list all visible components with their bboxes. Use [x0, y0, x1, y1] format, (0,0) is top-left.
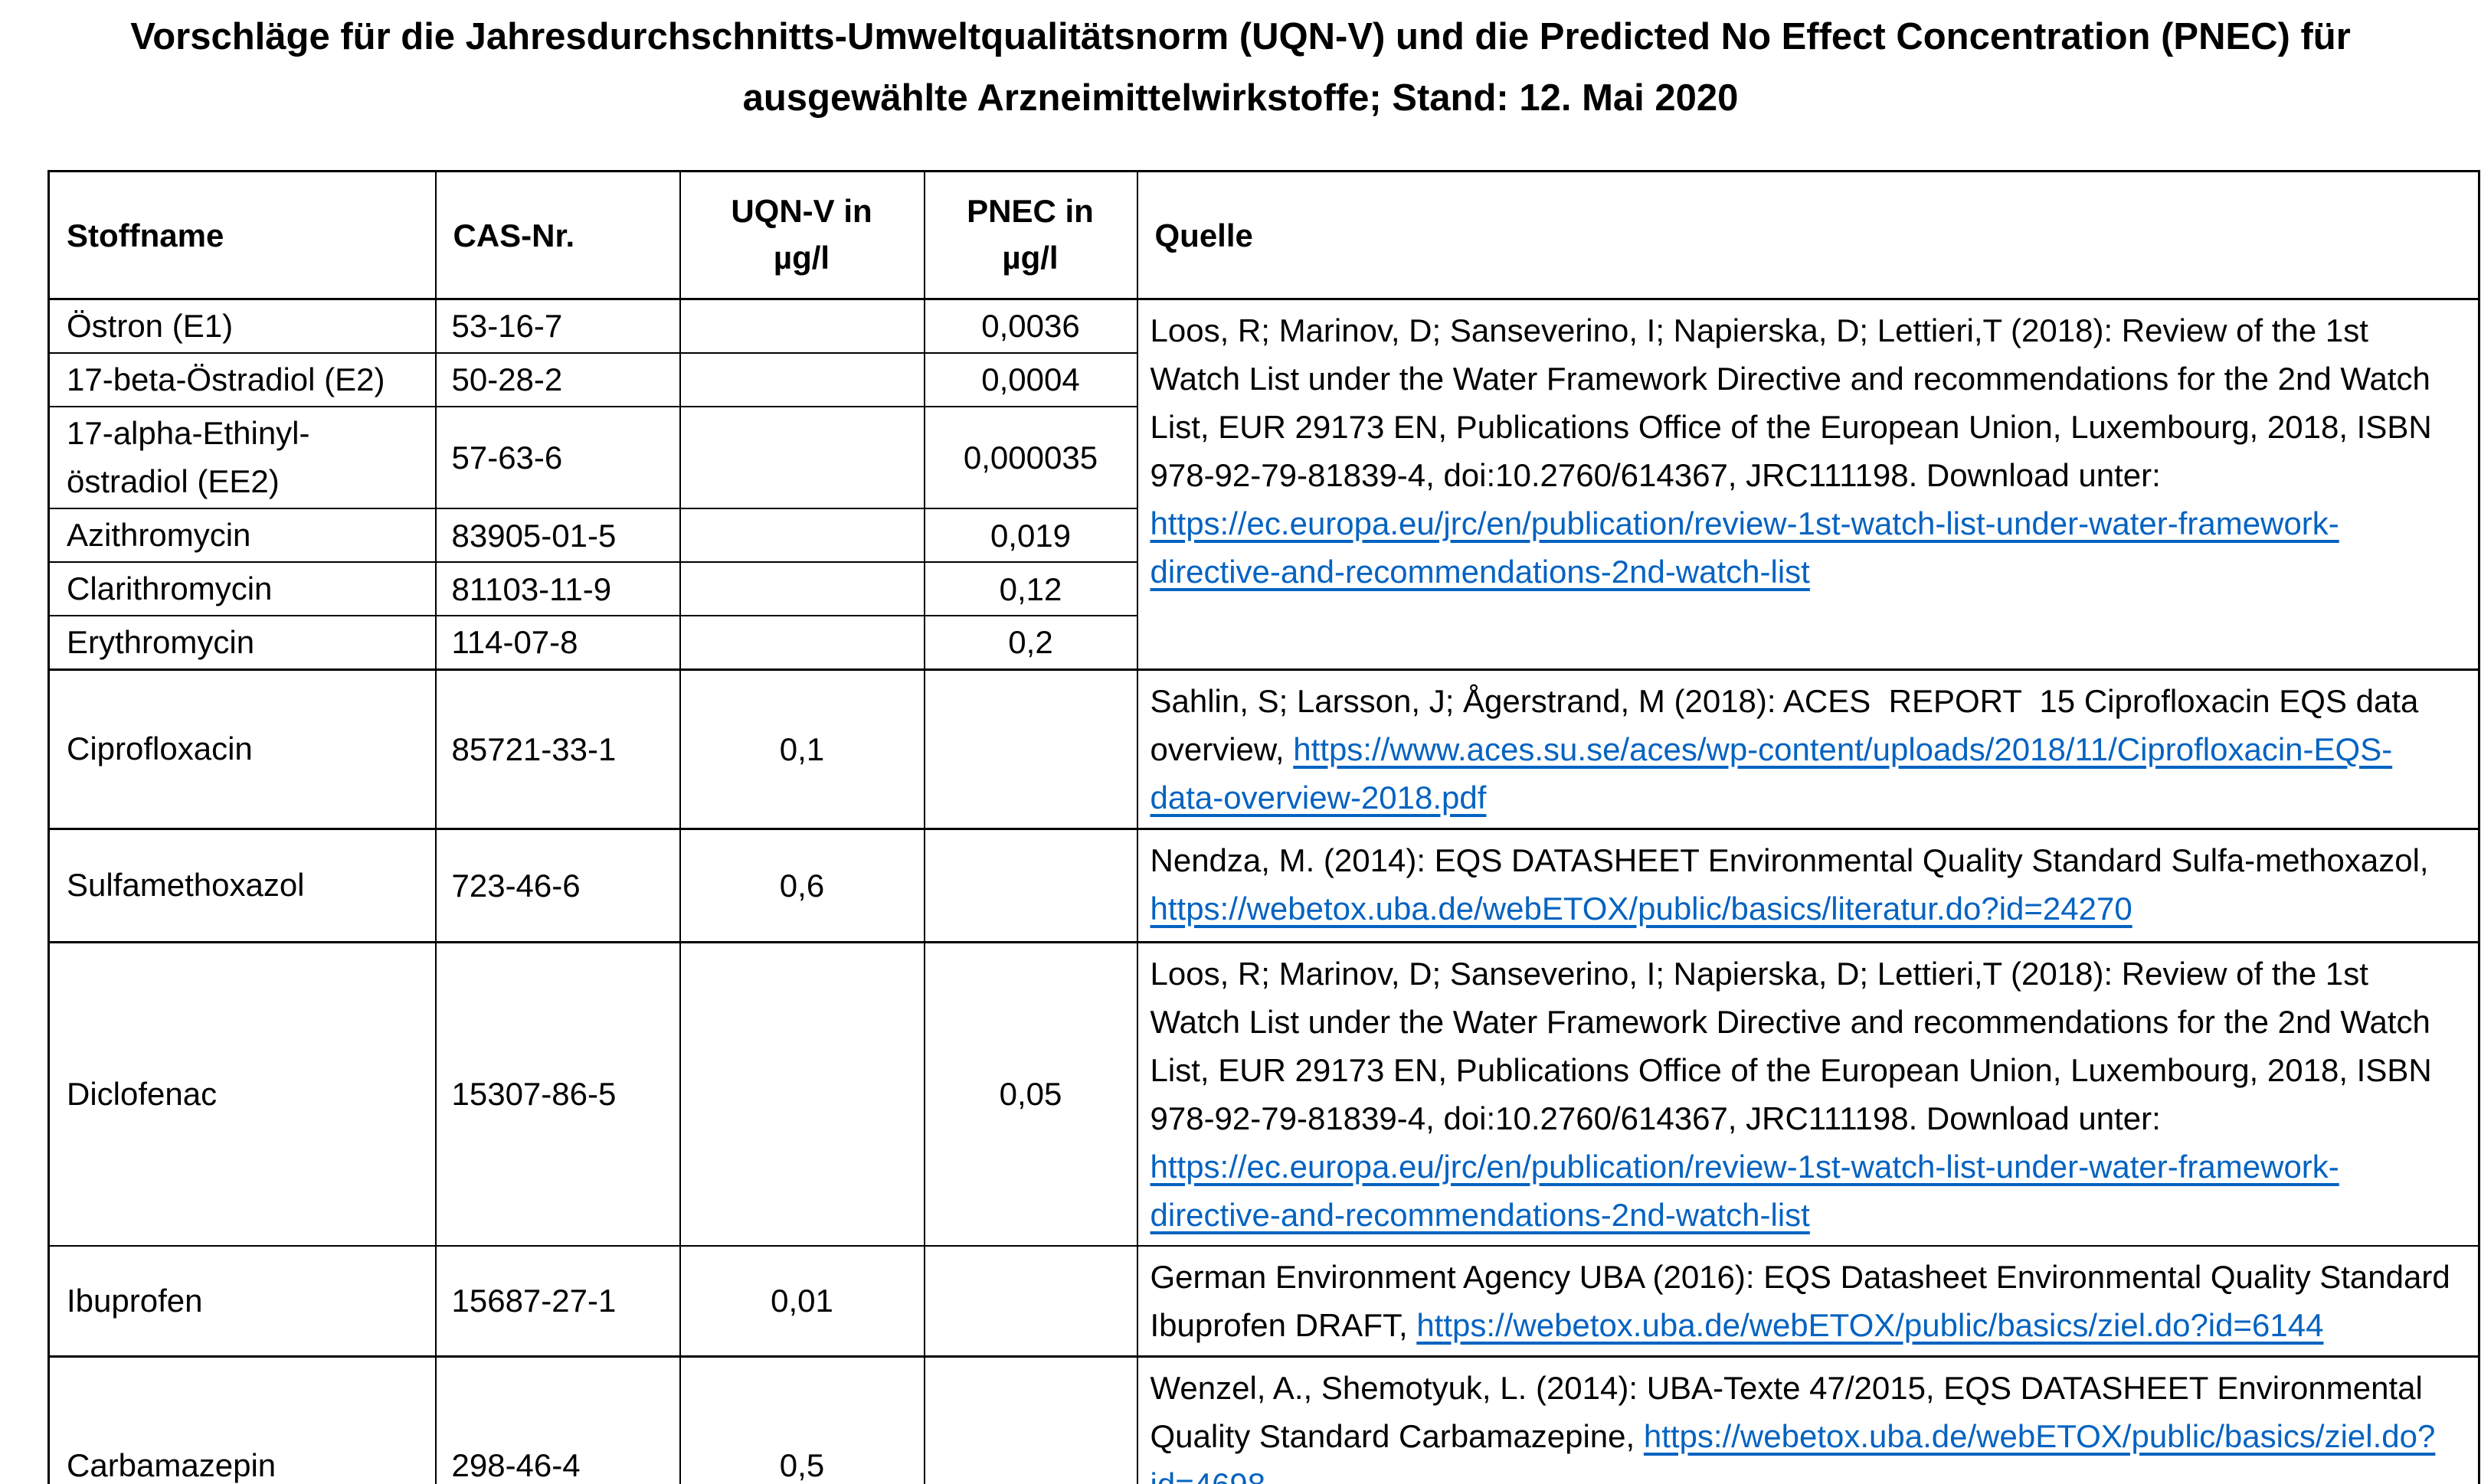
cell-stoffname: 17-alpha-Ethinyl-östradiol (EE2)	[47, 405, 437, 510]
cell-pnec: 0,2	[923, 614, 1138, 671]
cell-stoffname: Sulfamethoxazol	[47, 827, 437, 943]
cell-uqn-v: 0,6	[679, 827, 925, 943]
quelle-text: Wenzel, A., Shemotyuk, L. (2014): UBA-Te…	[1150, 1369, 2432, 1454]
cell-cas-nr: 57-63-6	[434, 405, 681, 510]
quelle-text: Loos, R; Marinov, D; Sanseverino, I; Nap…	[1150, 312, 2441, 493]
cell-uqn-v	[679, 614, 925, 671]
quelle-link[interactable]: https://ec.europa.eu/jrc/en/publication/…	[1150, 505, 2339, 590]
cell-cas-nr: 723-46-6	[434, 827, 681, 943]
cell-stoffname: Ibuprofen	[47, 1244, 437, 1358]
cell-cas-nr: 15687-27-1	[434, 1244, 681, 1358]
cell-stoffname: Azithromycin	[47, 508, 437, 564]
cell-cas-nr: 53-16-7	[434, 298, 681, 354]
table-row: Östron (E1) 53-16-7 0,0036 Loos, R; Marinov…	[47, 298, 2480, 671]
cell-pnec	[923, 668, 1138, 830]
table-row: Clarithromycin 81103-11-9 0,12	[47, 561, 2479, 616]
cell-pnec: 0,12	[923, 561, 1138, 616]
cell-pnec	[923, 1355, 1138, 1484]
table-row: Ciprofloxacin 85721-33-1 0,1 Sahlin, S; Lar…	[47, 668, 2480, 830]
table-body: Östron (E1) 53-16-7 0,0036 Loos, R; Marinov…	[47, 298, 2480, 1484]
quelle-link[interactable]: https://webetox.uba.de/webETOX/public/ba…	[1150, 890, 2132, 927]
cell-cas-nr: 85721-33-1	[434, 668, 681, 830]
quelle-text: German Environment Agency UBA (2016): EQ…	[1150, 1258, 2460, 1343]
cell-quelle: Sahlin, S; Larsson, J; Ågerstrand, M (20…	[1136, 668, 2480, 830]
cell-quelle: German Environment Agency UBA (2016): EQ…	[1136, 1244, 2480, 1358]
header-uqn-v: UQN-V in µg/l	[679, 170, 925, 300]
cell-pnec: 0,019	[923, 508, 1138, 564]
cell-uqn-v	[679, 561, 925, 616]
cell-uqn-v	[679, 405, 925, 510]
cell-quelle: Loos, R; Marinov, D; Sanseverino, I; Nap…	[1136, 940, 2480, 1247]
quelle-link[interactable]: https://webetox.uba.de/webETOX/public/ba…	[1416, 1306, 2324, 1343]
quelle-link[interactable]: https://webetox.uba.de/webETOX/public/ba…	[1150, 1417, 2436, 1484]
cell-stoffname: Carbamazepin	[47, 1355, 437, 1484]
cell-pnec	[923, 1244, 1138, 1358]
table-row: 17-alpha-Ethinyl-östradiol (EE2) 57-63-6 0…	[47, 405, 2479, 510]
quelle-text: Loos, R; Marinov, D; Sanseverino, I; Nap…	[1150, 955, 2441, 1136]
cell-stoffname: Clarithromycin	[47, 561, 437, 616]
quelle-link[interactable]: https://ec.europa.eu/jrc/en/publication/…	[1150, 1148, 2339, 1233]
cell-uqn-v	[679, 298, 925, 354]
header-cas-nr: CAS-Nr.	[434, 170, 681, 300]
cell-pnec: 0,05	[923, 940, 1138, 1247]
table-row: Azithromycin 83905-01-5 0,019	[47, 508, 2479, 564]
cell-stoffname: Östron (E1)	[47, 298, 437, 354]
cell-uqn-v: 0,01	[679, 1244, 925, 1358]
uqn-pnec-table: Stoffname CAS-Nr. UQN-V in µg/l PNEC in …	[47, 170, 2480, 1484]
table-row: Ibuprofen 15687-27-1 0,01 German Environmen…	[47, 1244, 2480, 1358]
quelle-link[interactable]: https://www.aces.su.se/aces/wp-content/u…	[1150, 731, 2393, 816]
cell-quelle: Loos, R; Marinov, D; Sanseverino, I; Nap…	[1136, 298, 2480, 671]
header-pnec: PNEC in µg/l	[923, 170, 1138, 300]
cell-stoffname: Diclofenac	[47, 940, 437, 1247]
header-stoffname: Stoffname	[47, 170, 437, 300]
cell-uqn-v: 0,1	[679, 668, 925, 830]
header-row: Stoffname CAS-Nr. UQN-V in µg/l PNEC in …	[47, 170, 2480, 300]
cell-cas-nr: 83905-01-5	[434, 508, 681, 564]
table-row: Sulfamethoxazol 723-46-6 0,6 Nendza, M. (20…	[47, 827, 2480, 943]
cell-stoffname: 17-beta-Östradiol (E2)	[47, 351, 437, 407]
table-row: Diclofenac 15307-86-5 0,05 Loos, R; Marinov…	[47, 940, 2480, 1247]
cell-uqn-v	[679, 351, 925, 407]
cell-cas-nr: 298-46-4	[434, 1355, 681, 1484]
table-header: Stoffname CAS-Nr. UQN-V in µg/l PNEC in …	[47, 170, 2480, 300]
table-row: Erythromycin 114-07-8 0,2	[47, 614, 2479, 671]
cell-stoffname: Ciprofloxacin	[47, 668, 437, 830]
cell-uqn-v: 0,5	[679, 1355, 925, 1484]
cell-quelle: Nendza, M. (2014): EQS DATASHEET Environ…	[1136, 827, 2480, 943]
cell-quelle: Wenzel, A., Shemotyuk, L. (2014): UBA-Te…	[1136, 1355, 2480, 1484]
cell-cas-nr: 114-07-8	[434, 614, 681, 671]
cell-uqn-v	[679, 508, 925, 564]
cell-uqn-v	[679, 940, 925, 1247]
cell-pnec: 0,000035	[923, 405, 1138, 510]
cell-cas-nr: 15307-86-5	[434, 940, 681, 1247]
cell-stoffname: Erythromycin	[47, 614, 437, 671]
table-row: 17-beta-Östradiol (E2) 50-28-2 0,0004	[47, 351, 2479, 407]
cell-pnec: 0,0004	[923, 351, 1138, 407]
cell-pnec: 0,0036	[923, 298, 1138, 354]
cell-pnec	[923, 827, 1138, 943]
cell-cas-nr: 81103-11-9	[434, 561, 681, 616]
page-title: Vorschläge für die Jahresdurchschnitts-U…	[130, 16, 2351, 119]
cell-cas-nr: 50-28-2	[434, 351, 681, 407]
header-quelle: Quelle	[1136, 170, 2480, 300]
quelle-text: Nendza, M. (2014): EQS DATASHEET Environ…	[1150, 842, 2438, 878]
table-row: Carbamazepin 298-46-4 0,5 Wenzel, A., Shemo…	[47, 1355, 2480, 1484]
quelle-text: Sahlin, S; Larsson, J; Ågerstrand, M (20…	[1150, 682, 2428, 767]
